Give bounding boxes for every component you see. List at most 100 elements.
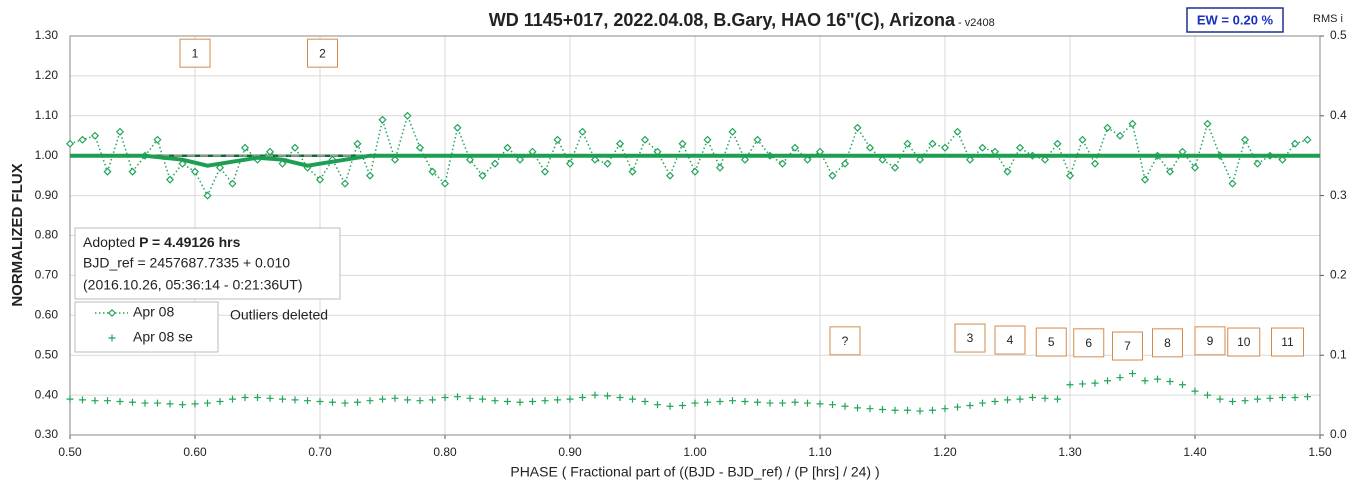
diamond-point [778,159,787,168]
x-tick-label: 1.30 [1058,445,1082,459]
diamond-point [128,167,137,176]
diamond-point [78,135,87,144]
diamond-point [153,135,162,144]
diamond-point [1190,163,1200,172]
plus-point [666,402,674,410]
y-tick-label: 0.90 [35,188,59,202]
x-label: PHASE ( Fractional part of ((BJD - BJD_r… [510,464,879,480]
plus-point [529,397,536,405]
y-tick-label: 0.60 [35,307,59,321]
x-tick-label: 1.50 [1308,445,1332,459]
annotation-label: ? [842,334,849,348]
plus-point [1054,395,1061,403]
diamond-point [603,159,612,168]
plus-point [929,406,936,414]
plus-point [654,401,661,409]
plus-point [866,405,874,413]
legend-marker [107,308,117,318]
plus-point [1154,375,1161,383]
plus-point [779,399,786,407]
diamond-point [828,171,837,180]
diamond-point [365,171,375,180]
plus-point [1091,379,1099,387]
annotation-box [1152,328,1183,358]
diamond-point [565,159,575,168]
plus-point [104,397,111,405]
diamond-point [190,167,200,176]
diamond-point [390,155,400,164]
diamond-point [1015,143,1025,152]
plus-point [416,397,424,405]
annotation-label: 1 [192,46,199,60]
plus-point [191,400,199,408]
diamond-point [465,155,475,164]
diamond-point [103,167,112,176]
plus-point [566,395,574,403]
diamond-point [403,111,412,120]
diamond-point [965,155,975,164]
diamond-point [265,147,275,156]
plus-point [904,406,911,414]
diamond-point [715,163,725,172]
plus-point [79,396,86,404]
plus-point [891,406,899,414]
diamond-point [428,167,437,176]
y2-tick-label: 0.3 [1330,188,1347,202]
diamond-point [1303,135,1312,144]
plus-point [91,397,99,405]
diamond-point [415,143,425,152]
plus-point [166,400,174,408]
y-tick-label: 1.30 [35,28,59,42]
plus-point [266,394,274,402]
diamond-point [740,155,750,164]
annotation-box [1073,328,1105,358]
info-prefix: Adopted [83,234,139,250]
info-bjd: BJD_ref = 2457687.7335 + 0.010 [83,255,290,271]
y-tick-label: 0.80 [35,228,59,242]
y2-tick-label: 0.0 [1330,427,1347,441]
plus-point [279,395,286,403]
plus-point [316,397,324,405]
plus-point [429,396,436,404]
diamond-point [628,167,637,176]
plus-point [679,401,686,409]
plus-point [854,404,861,412]
plus-point [179,401,186,409]
y2-label: RMS i [1313,13,1343,25]
y2-tick-label: 0.4 [1330,108,1347,122]
diamond-point [553,135,562,144]
x-tick-label: 0.90 [558,445,582,459]
plus-point [691,399,699,407]
diamond-point [678,139,687,148]
plus-point [116,397,124,405]
diamond-point [853,123,862,132]
diamond-point [1240,135,1250,144]
annotation-label: 4 [1007,333,1014,347]
info-box [74,227,341,300]
plus-point [941,405,949,413]
x-tick-label: 1.40 [1183,445,1207,459]
diamond-point [878,155,887,164]
diamond-point [115,127,125,136]
plus-point [254,393,261,401]
plus-point [1266,394,1274,402]
x-tick-label: 1.10 [808,445,832,459]
diamond-point [1278,155,1287,164]
diamond-point [915,155,925,164]
diamond-point [1290,139,1300,148]
legend-box [74,301,219,353]
plus-point [1079,380,1086,388]
diamond-point [640,135,650,144]
y2-tick-label: 0.5 [1330,28,1347,42]
plus-point [829,401,836,409]
diamond-point [228,179,237,188]
annotation-box [1227,327,1261,357]
diamond-point [1078,135,1087,144]
chart-subtitle: - v2408 [958,17,995,29]
plus-point [954,403,961,411]
y-tick-label: 0.40 [35,387,59,401]
y-tick-label: 0.50 [35,347,59,361]
diamond-point [1090,159,1100,168]
plus-point [704,398,711,406]
annotation-label: 6 [1085,336,1092,350]
